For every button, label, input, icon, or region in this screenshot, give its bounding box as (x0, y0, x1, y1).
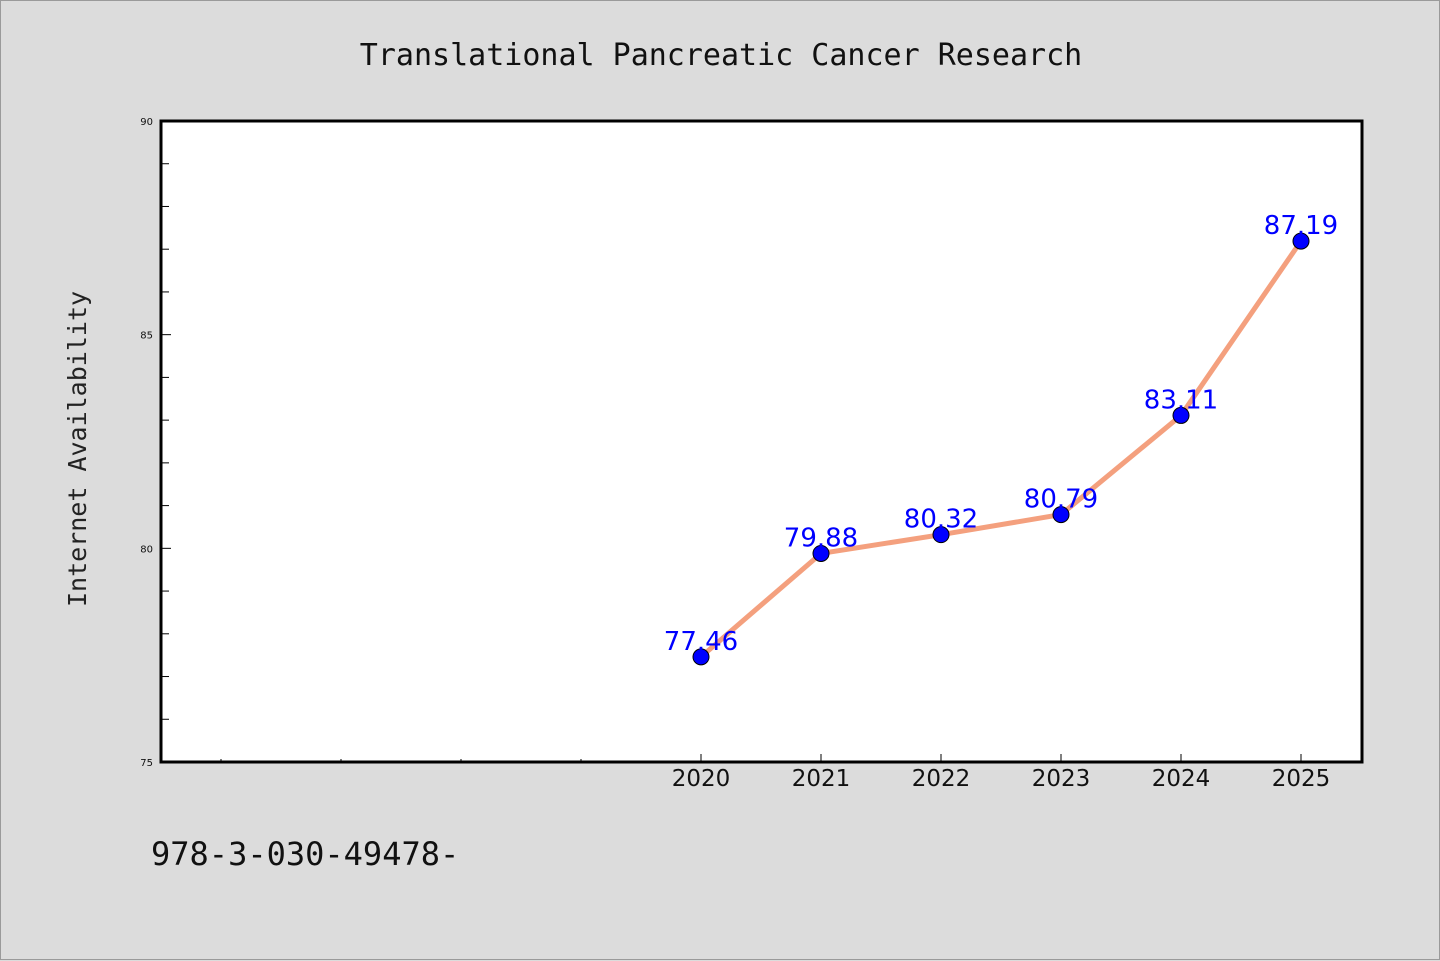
y-tick-label: 85 (140, 331, 153, 342)
data-label: 83.11 (1144, 385, 1218, 415)
data-label: 87.19 (1264, 211, 1338, 241)
data-label: 80.32 (904, 505, 978, 535)
y-tick-label: 90 (140, 117, 153, 128)
data-point (1292, 232, 1310, 250)
data-point (812, 544, 830, 562)
x-tick-label: 2022 (912, 766, 971, 792)
footer-isbn-text: 978-3-030-49478- (151, 835, 459, 873)
data-point (692, 648, 710, 666)
plot-area (159, 119, 1364, 764)
x-axis-ticks: 2020 2021 2022 2023 2024 2025 (220, 754, 1331, 792)
x-tick-label: 2020 (672, 766, 731, 792)
x-tick-label: 2024 (1152, 766, 1211, 792)
series-line (698, 238, 1304, 660)
y-tick-label: 75 (140, 758, 153, 769)
y-axis-label: Internet Availability (63, 291, 92, 607)
x-tick-label: 2021 (792, 766, 851, 792)
x-tick-label: 2023 (1032, 766, 1091, 792)
x-tick-label: 2025 (1272, 766, 1331, 792)
data-point (1052, 506, 1070, 524)
data-label: 77.46 (664, 627, 738, 657)
data-label: 80.79 (1024, 485, 1098, 515)
data-point (932, 526, 950, 544)
data-label: 79.88 (784, 523, 858, 553)
data-point (1172, 406, 1190, 424)
series-layer: 77.46 79.88 80.32 80.79 83.11 87.19 (664, 211, 1338, 666)
y-tick-label: 80 (140, 544, 153, 555)
chart-title: Translational Pancreatic Cancer Research (360, 38, 1082, 73)
y-axis-ticks: 75 80 85 90 (140, 117, 171, 769)
